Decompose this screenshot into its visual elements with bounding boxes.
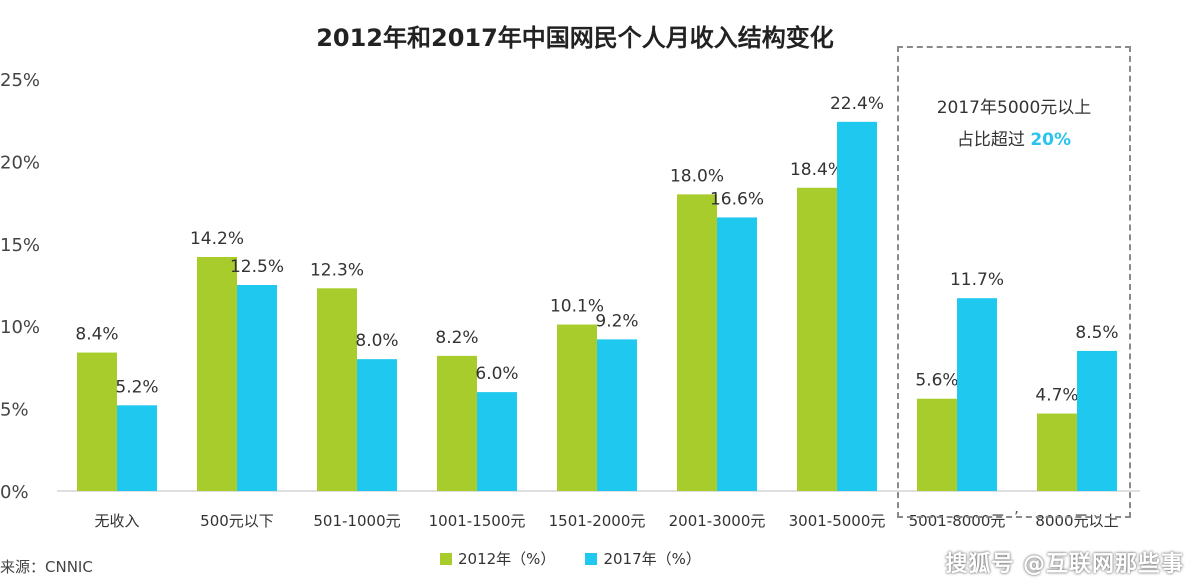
watermark: 搜狐号 @互联网那些事 — [945, 552, 1184, 577]
bar-2012 — [797, 187, 837, 491]
data-label-2012: 12.3% — [310, 260, 364, 280]
x-tick-label: 500元以下 — [200, 512, 274, 530]
data-label-2012: 14.2% — [190, 229, 244, 249]
legend-label-2012: 2012年（%） — [458, 550, 556, 568]
data-label-2012: 18.0% — [670, 166, 724, 186]
data-label-2012: 8.2% — [435, 328, 478, 348]
bar-2012 — [197, 256, 237, 491]
callout-highlight: 20% — [1030, 130, 1072, 150]
bar-2012 — [917, 398, 957, 491]
bar-2017 — [837, 121, 877, 492]
data-label-2017: 5.2% — [115, 377, 158, 397]
callout-text: 2017年5000元以上 占比超过 20% — [897, 92, 1131, 156]
x-tick-label: 无收入 — [94, 512, 139, 530]
bar-2017 — [477, 392, 517, 491]
data-label-2012: 8.4% — [75, 325, 118, 345]
bar-2017 — [717, 217, 757, 491]
callout-line-2: 占比超过 20% — [897, 124, 1131, 156]
bar-2012 — [437, 355, 477, 491]
bar-2017 — [1077, 350, 1117, 491]
data-label-2017: 9.2% — [595, 311, 638, 331]
data-label-2012: 5.6% — [915, 371, 958, 391]
bar-2017 — [357, 359, 397, 491]
data-label-2017: 11.7% — [950, 270, 1004, 290]
data-label-2017: 12.5% — [230, 257, 284, 277]
y-tick-label: 20% — [0, 152, 40, 173]
source-note: 来源：CNNIC — [0, 558, 93, 576]
legend-item-2012: 2012年（%） — [440, 548, 555, 569]
callout-line-1: 2017年5000元以上 — [936, 98, 1092, 118]
bar-2012 — [1037, 413, 1077, 491]
y-tick-label: 10% — [0, 317, 40, 338]
legend: 2012年（%） 2017年（%） — [440, 548, 701, 569]
x-tick-label: 2001-3000元 — [669, 512, 766, 530]
bar-2012 — [557, 324, 597, 491]
legend-label-2017: 2017年（%） — [603, 550, 701, 568]
x-tick-label: 1001-1500元 — [429, 512, 526, 530]
chart-title: 2012年和2017年中国网民个人月收入结构变化 — [316, 24, 834, 52]
data-label-2017: 8.0% — [355, 331, 398, 351]
bar-2012 — [317, 288, 357, 491]
data-label-2017: 6.0% — [475, 364, 518, 384]
data-label-2017: 16.6% — [710, 189, 764, 209]
data-label-2012: 10.1% — [550, 297, 604, 317]
data-label-2017: 22.4% — [830, 94, 884, 114]
bar-2017 — [597, 339, 637, 491]
bar-2017 — [237, 285, 277, 491]
bar-2017 — [957, 298, 997, 491]
x-tick-label: 1501-2000元 — [549, 512, 646, 530]
y-tick-label: 15% — [0, 235, 40, 256]
legend-item-2017: 2017年（%） — [585, 548, 701, 569]
x-tick-label: 3001-5000元 — [789, 512, 886, 530]
legend-swatch-2017 — [585, 552, 598, 565]
y-tick-label: 25% — [0, 70, 40, 91]
y-tick-label: 5% — [0, 400, 29, 421]
bar-2017 — [117, 405, 157, 491]
callout-box — [897, 46, 1131, 518]
callout-prefix: 占比超过 — [956, 130, 1025, 150]
legend-swatch-2012 — [440, 552, 452, 565]
data-label-2012: 4.7% — [1035, 386, 1078, 406]
data-label-2017: 8.5% — [1075, 323, 1118, 343]
bar-2012 — [77, 352, 117, 491]
bar-2012 — [677, 194, 717, 492]
y-tick-label: 0% — [0, 482, 29, 503]
data-label-2012: 18.4% — [790, 160, 844, 180]
x-tick-label: 501-1000元 — [313, 512, 400, 530]
